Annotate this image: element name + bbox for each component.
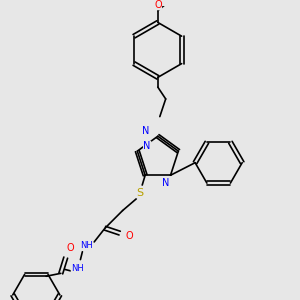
Text: N: N bbox=[162, 178, 169, 188]
Text: O: O bbox=[154, 0, 162, 10]
Text: NH: NH bbox=[71, 264, 84, 273]
Text: NH: NH bbox=[80, 242, 93, 250]
Text: N: N bbox=[143, 141, 151, 151]
Text: O: O bbox=[67, 243, 74, 253]
Text: N: N bbox=[142, 126, 150, 136]
Text: S: S bbox=[137, 188, 144, 198]
Text: O: O bbox=[126, 231, 133, 241]
